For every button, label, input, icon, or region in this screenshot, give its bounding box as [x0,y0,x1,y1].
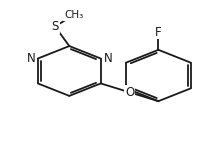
Text: S: S [51,20,59,33]
Text: CH₃: CH₃ [64,10,83,20]
Text: O: O [125,86,134,99]
Text: N: N [103,52,112,65]
Text: N: N [26,52,35,65]
Text: F: F [155,26,162,39]
